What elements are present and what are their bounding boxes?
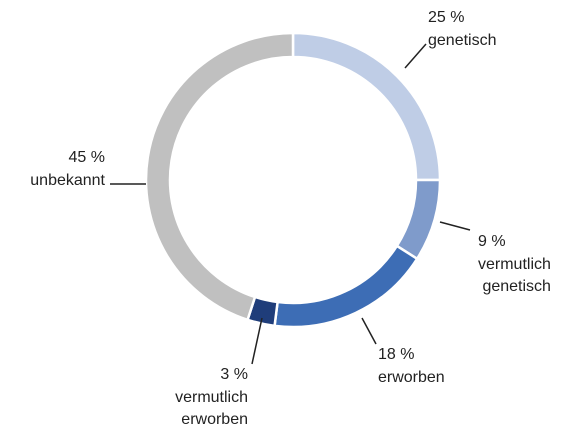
value-label: 3 %: [220, 366, 248, 383]
category-line: erworben: [378, 369, 445, 386]
value-label: 18 %: [378, 346, 414, 363]
leader-line: [251, 317, 263, 365]
pie-segment: [144, 31, 295, 322]
category-label: genetisch: [428, 32, 497, 49]
category-label: unbekannt: [30, 172, 105, 189]
category-line: erworben: [177, 411, 248, 428]
pie-segment: [291, 31, 442, 182]
leader-line: [439, 221, 471, 231]
leader-line: [361, 317, 377, 345]
pie-segment: [273, 244, 419, 329]
category-label: vermutlich genetisch: [478, 256, 551, 295]
category-line: vermutlich: [175, 389, 248, 406]
value-label: 25 %: [428, 9, 464, 26]
value-label: 45 %: [69, 149, 105, 166]
category-label: erworben: [378, 369, 445, 386]
category-line: unbekannt: [30, 172, 105, 189]
pie-segment: [395, 178, 442, 261]
leader-line: [404, 43, 427, 69]
category-line: genetisch: [428, 32, 497, 49]
category-line: vermutlich: [478, 256, 551, 273]
value-label: 9 %: [478, 233, 506, 250]
category-label: vermutlich erworben: [175, 389, 248, 428]
category-line: genetisch: [478, 278, 551, 295]
